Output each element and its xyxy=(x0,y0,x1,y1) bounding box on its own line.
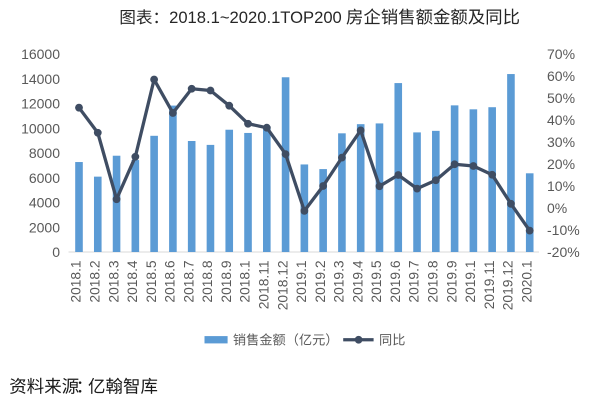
svg-text:50%: 50% xyxy=(547,90,575,106)
svg-text:2019.1: 2019.1 xyxy=(294,260,309,302)
svg-text:8000: 8000 xyxy=(29,145,60,161)
svg-text:70%: 70% xyxy=(547,46,575,62)
svg-text:4000: 4000 xyxy=(29,195,60,211)
svg-text:2018.6: 2018.6 xyxy=(163,260,178,303)
svg-text:14000: 14000 xyxy=(21,71,60,87)
svg-text:2018.1~2020.1TOP200: 2018.1~2020.1TOP200 xyxy=(169,8,342,27)
svg-text:2019.12: 2019.12 xyxy=(501,260,516,310)
svg-text:10%: 10% xyxy=(547,178,575,194)
svg-text:2019.2: 2019.2 xyxy=(313,260,328,302)
svg-text:2018.11: 2018.11 xyxy=(257,260,272,309)
svg-text:2019.9: 2019.9 xyxy=(444,260,459,303)
svg-text:-10%: -10% xyxy=(547,222,580,238)
svg-text:2020.1: 2020.1 xyxy=(519,260,534,302)
svg-text:2018.9: 2018.9 xyxy=(219,260,234,303)
svg-text:30%: 30% xyxy=(547,134,575,150)
svg-text:2019.1: 2019.1 xyxy=(463,260,478,302)
svg-text:10000: 10000 xyxy=(21,120,60,136)
svg-text:2018.5: 2018.5 xyxy=(144,260,159,303)
svg-text:2019.7: 2019.7 xyxy=(407,260,422,302)
svg-text:40%: 40% xyxy=(547,112,575,128)
svg-text:16000: 16000 xyxy=(21,46,60,62)
svg-text:2019.4: 2019.4 xyxy=(350,260,365,303)
svg-text:2019.11: 2019.11 xyxy=(482,260,497,309)
svg-text:2018.4: 2018.4 xyxy=(125,260,140,303)
svg-text:2019.8: 2019.8 xyxy=(426,260,441,303)
svg-text:2019.6: 2019.6 xyxy=(388,260,403,303)
svg-text:2018.1: 2018.1 xyxy=(69,260,84,302)
svg-text:12000: 12000 xyxy=(21,96,60,112)
svg-text:2018.2: 2018.2 xyxy=(87,260,102,302)
svg-text:2018.8: 2018.8 xyxy=(200,260,215,303)
svg-text:2018.12: 2018.12 xyxy=(275,260,290,310)
svg-text:60%: 60% xyxy=(547,68,575,84)
svg-text:2019.3: 2019.3 xyxy=(332,260,347,303)
svg-text:6000: 6000 xyxy=(29,170,60,186)
svg-text:-20%: -20% xyxy=(547,244,580,260)
svg-text:2018.3: 2018.3 xyxy=(106,260,121,303)
svg-text:0: 0 xyxy=(52,244,60,260)
svg-text:2018.7: 2018.7 xyxy=(181,260,196,302)
svg-text:2000: 2000 xyxy=(29,219,60,235)
svg-text:20%: 20% xyxy=(547,156,575,172)
svg-text:0%: 0% xyxy=(547,200,567,216)
svg-text:2019.5: 2019.5 xyxy=(369,260,384,303)
svg-text:2018.1: 2018.1 xyxy=(238,260,253,302)
